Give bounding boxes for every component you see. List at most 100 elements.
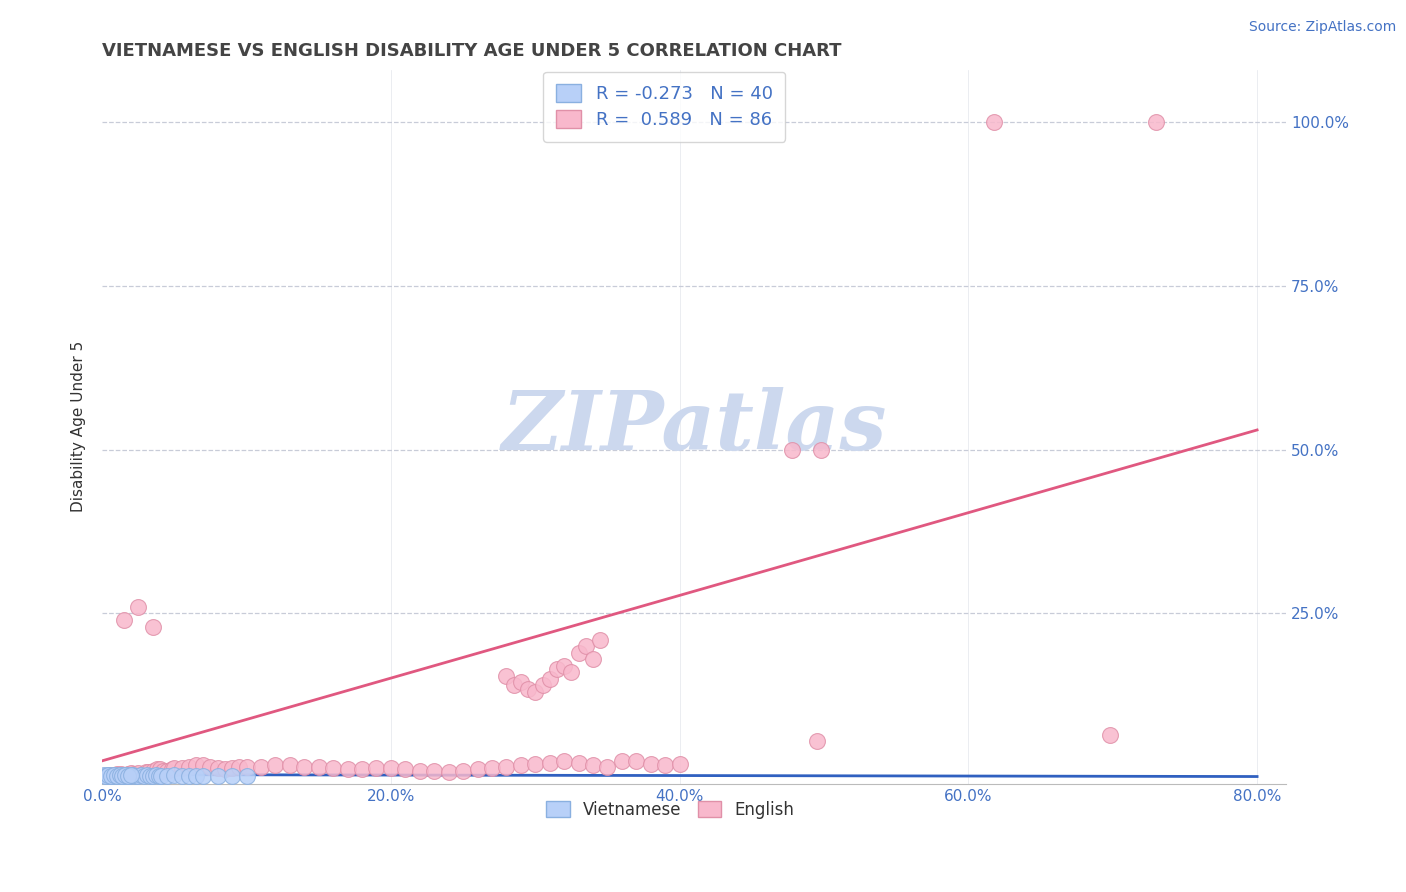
Point <box>117 767 139 781</box>
Point <box>531 678 554 692</box>
Point <box>146 762 169 776</box>
Point <box>104 768 127 782</box>
Point <box>560 665 582 680</box>
Point <box>1098 728 1121 742</box>
Point <box>97 768 120 782</box>
Point <box>139 769 162 783</box>
Point <box>546 662 568 676</box>
Y-axis label: Disability Age Under 5: Disability Age Under 5 <box>72 341 86 512</box>
Point <box>502 678 524 692</box>
Text: VIETNAMESE VS ENGLISH DISABILITY AGE UNDER 5 CORRELATION CHART: VIETNAMESE VS ENGLISH DISABILITY AGE UND… <box>103 42 842 60</box>
Point <box>142 619 165 633</box>
Point <box>250 760 273 774</box>
Point <box>423 764 446 778</box>
Point <box>524 757 547 772</box>
Point <box>509 758 531 772</box>
Point <box>150 769 173 783</box>
Point <box>145 768 167 782</box>
Point <box>163 761 186 775</box>
Point <box>654 758 676 772</box>
Point <box>610 754 633 768</box>
Point <box>193 758 215 772</box>
Point <box>94 769 117 783</box>
Point <box>235 760 257 774</box>
Point <box>292 760 315 774</box>
Point <box>517 681 540 696</box>
Point <box>589 632 612 647</box>
Point <box>124 769 146 783</box>
Point <box>228 760 250 774</box>
Point <box>806 734 828 748</box>
Point <box>409 764 432 778</box>
Point <box>538 672 561 686</box>
Point <box>127 769 149 783</box>
Point <box>149 762 172 776</box>
Point <box>235 769 257 783</box>
Point <box>134 764 156 779</box>
Point <box>596 760 619 774</box>
Point <box>394 762 416 776</box>
Point <box>120 766 142 780</box>
Point <box>366 761 388 775</box>
Point <box>122 767 145 781</box>
Point <box>156 769 179 783</box>
Point <box>308 760 330 774</box>
Point <box>148 769 170 783</box>
Point <box>100 769 122 783</box>
Point <box>156 764 179 778</box>
Point <box>170 769 193 783</box>
Point <box>163 768 186 782</box>
Point <box>101 769 124 783</box>
Text: ZIPatlas: ZIPatlas <box>502 387 887 467</box>
Point <box>142 764 165 778</box>
Point <box>114 767 136 781</box>
Point <box>103 767 125 781</box>
Point <box>221 761 243 775</box>
Point <box>481 761 503 775</box>
Point <box>322 761 344 775</box>
Point <box>121 768 143 782</box>
Point <box>136 768 159 782</box>
Point <box>160 762 183 776</box>
Point <box>626 754 648 768</box>
Point <box>105 769 128 783</box>
Point <box>207 769 229 783</box>
Point <box>131 767 153 781</box>
Point <box>170 761 193 775</box>
Point <box>264 758 287 772</box>
Point <box>668 757 690 772</box>
Point <box>278 758 301 772</box>
Point <box>193 769 215 783</box>
Point <box>553 658 575 673</box>
Point <box>524 685 547 699</box>
Point <box>177 769 200 783</box>
Point <box>200 760 222 774</box>
Point <box>177 760 200 774</box>
Point <box>780 442 803 457</box>
Point <box>336 762 359 776</box>
Point <box>184 769 207 783</box>
Point <box>568 646 591 660</box>
Point <box>117 769 139 783</box>
Point <box>184 758 207 772</box>
Point <box>214 762 236 776</box>
Legend: Vietnamese, English: Vietnamese, English <box>540 794 801 825</box>
Point <box>380 761 402 775</box>
Point <box>96 769 118 783</box>
Point <box>451 764 474 778</box>
Point <box>352 762 374 776</box>
Point <box>495 760 517 774</box>
Point <box>111 769 134 783</box>
Point <box>538 756 561 770</box>
Point <box>207 761 229 775</box>
Point <box>152 764 174 778</box>
Point <box>108 768 131 782</box>
Point <box>132 769 155 783</box>
Point <box>495 668 517 682</box>
Point <box>640 757 662 772</box>
Point <box>810 442 832 457</box>
Point <box>142 769 165 783</box>
Point <box>105 767 128 781</box>
Point <box>582 758 605 772</box>
Point <box>98 767 121 781</box>
